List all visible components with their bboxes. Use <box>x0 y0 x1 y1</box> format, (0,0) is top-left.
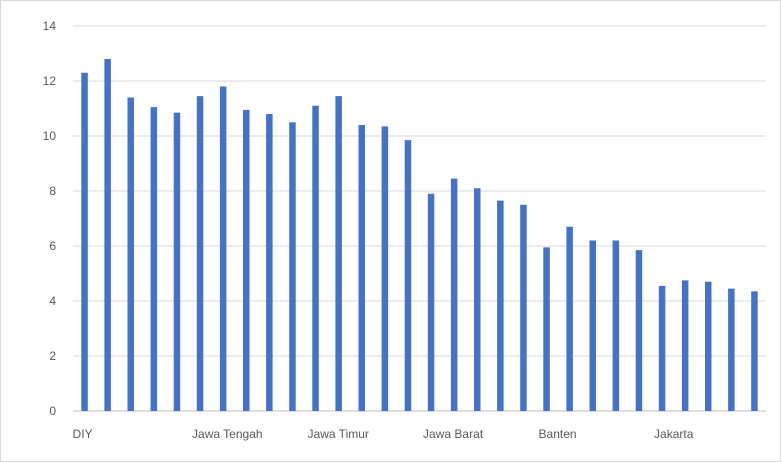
bar <box>243 109 250 411</box>
bar <box>450 178 458 411</box>
bar <box>381 126 389 411</box>
bar <box>658 285 666 411</box>
y-tick-label: 8 <box>49 184 56 198</box>
bar <box>150 107 158 411</box>
bar <box>289 122 296 411</box>
bar <box>173 112 181 411</box>
bar <box>566 226 573 411</box>
bar <box>751 291 758 411</box>
bar <box>104 59 111 411</box>
bar <box>705 281 712 411</box>
y-tick-label: 10 <box>43 129 57 143</box>
bar-series <box>81 59 758 411</box>
bar <box>681 280 689 411</box>
bar <box>612 240 620 411</box>
x-tick-label: Jawa Timur <box>308 427 369 441</box>
bar <box>543 247 550 411</box>
y-tick-label: 6 <box>49 239 56 253</box>
bar <box>312 105 319 411</box>
x-tick-label: DIY <box>73 427 93 441</box>
bar <box>266 114 273 411</box>
bar <box>81 72 88 411</box>
bar <box>427 193 435 411</box>
bar <box>404 140 412 411</box>
y-tick-label: 4 <box>49 294 56 308</box>
bar <box>474 188 481 411</box>
y-tick-label: 14 <box>43 19 57 33</box>
bar <box>127 97 134 411</box>
bar <box>520 204 527 411</box>
bar <box>358 125 365 411</box>
bar <box>589 240 596 411</box>
x-tick-label: Banten <box>539 427 577 441</box>
x-tick-label: Jawa Barat <box>423 427 484 441</box>
bar <box>335 96 342 411</box>
y-tick-label: 0 <box>49 404 56 418</box>
x-tick-label: Jakarta <box>654 427 694 441</box>
bar <box>635 250 643 411</box>
bar <box>196 96 204 411</box>
x-axis-tick-labels: DIY Jawa Tengah Jawa Timur Jawa Barat Banten… <box>73 427 694 441</box>
gridlines <box>73 25 766 412</box>
bar <box>497 200 504 411</box>
y-tick-label: 12 <box>43 74 57 88</box>
y-axis-tick-labels: 0 2 4 6 8 10 12 14 <box>43 19 57 418</box>
y-tick-label: 2 <box>49 349 56 363</box>
x-tick-label: Jawa Tengah <box>192 427 262 441</box>
bar <box>728 288 735 411</box>
bar <box>219 86 227 411</box>
